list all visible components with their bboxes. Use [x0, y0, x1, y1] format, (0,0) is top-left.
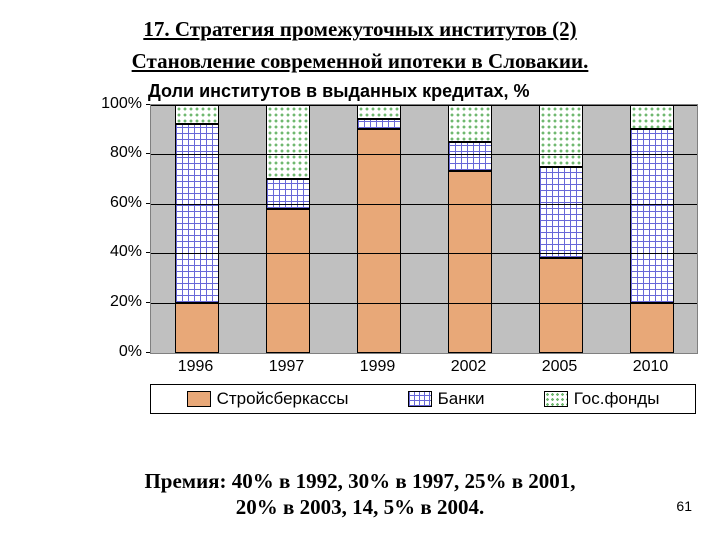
legend-item: Гос.фонды — [544, 389, 660, 409]
grid-line — [151, 204, 697, 205]
legend-label: Гос.фонды — [574, 389, 660, 409]
footer: Премия: 40% в 1992, 30% в 1997, 25% в 20… — [0, 468, 720, 521]
y-tick-label: 20% — [88, 293, 142, 311]
legend-label: Банки — [438, 389, 485, 409]
slide: 17. Стратегия промежуточных институтов (… — [0, 0, 720, 540]
bar-segment — [539, 105, 583, 167]
x-tick-label: 2010 — [633, 358, 669, 376]
grid-line — [151, 253, 697, 254]
bar-group — [448, 105, 492, 353]
bar-segment — [266, 209, 310, 353]
bar-segment — [539, 258, 583, 352]
bar-group — [266, 105, 310, 353]
bar-segment — [175, 105, 219, 125]
bar-segment — [630, 303, 674, 353]
bar-segment — [175, 124, 219, 303]
legend-swatch — [544, 391, 568, 407]
x-tick-label: 2002 — [451, 358, 487, 376]
slide-title-line2: Становление современной ипотеки в Словак… — [30, 48, 690, 74]
grid-line — [151, 303, 697, 304]
legend-item: Стройсберкассы — [187, 389, 349, 409]
slide-title-line1: 17. Стратегия промежуточных институтов (… — [30, 16, 690, 42]
bars — [151, 105, 697, 353]
legend-item: Банки — [408, 389, 485, 409]
bar-segment — [448, 142, 492, 172]
y-tick-label: 40% — [88, 243, 142, 261]
bar-segment — [357, 105, 401, 120]
bar-segment — [448, 171, 492, 352]
x-tick-label: 1999 — [360, 358, 396, 376]
chart: 0%20%40%60%80%100% 199619971999200220052… — [88, 104, 680, 404]
plot-area — [150, 104, 698, 354]
bar-group — [539, 105, 583, 353]
bar-segment — [266, 105, 310, 179]
bar-segment — [175, 303, 219, 353]
bar-segment — [357, 119, 401, 129]
grid-line — [151, 154, 697, 155]
footer-line1: Премия: 40% в 1992, 30% в 1997, 25% в 20… — [0, 468, 720, 494]
bar-segment — [630, 129, 674, 303]
grid-line — [151, 105, 697, 106]
x-tick-label: 1997 — [269, 358, 305, 376]
footer-line2: 20% в 2003, 14, 5% в 2004. — [0, 494, 720, 520]
bar-group — [175, 105, 219, 353]
bar-group — [630, 105, 674, 353]
bar-group — [357, 105, 401, 353]
chart-subtitle: Доли институтов в выданных кредитах, % — [148, 81, 690, 102]
legend-swatch — [408, 391, 432, 407]
y-tick-label: 60% — [88, 194, 142, 212]
legend: Стройсберкассы Банки Гос.фонды — [150, 384, 696, 414]
x-tick-label: 1996 — [178, 358, 214, 376]
bar-segment — [630, 105, 674, 130]
legend-swatch — [187, 391, 211, 407]
y-tick-label: 100% — [88, 95, 142, 113]
x-tick-label: 2005 — [542, 358, 578, 376]
legend-label: Стройсберкассы — [217, 389, 349, 409]
y-tick-label: 80% — [88, 144, 142, 162]
page-number: 61 — [676, 498, 692, 514]
y-tick-label: 0% — [88, 343, 142, 361]
bar-segment — [448, 105, 492, 142]
bar-segment — [357, 129, 401, 352]
bar-segment — [539, 167, 583, 259]
